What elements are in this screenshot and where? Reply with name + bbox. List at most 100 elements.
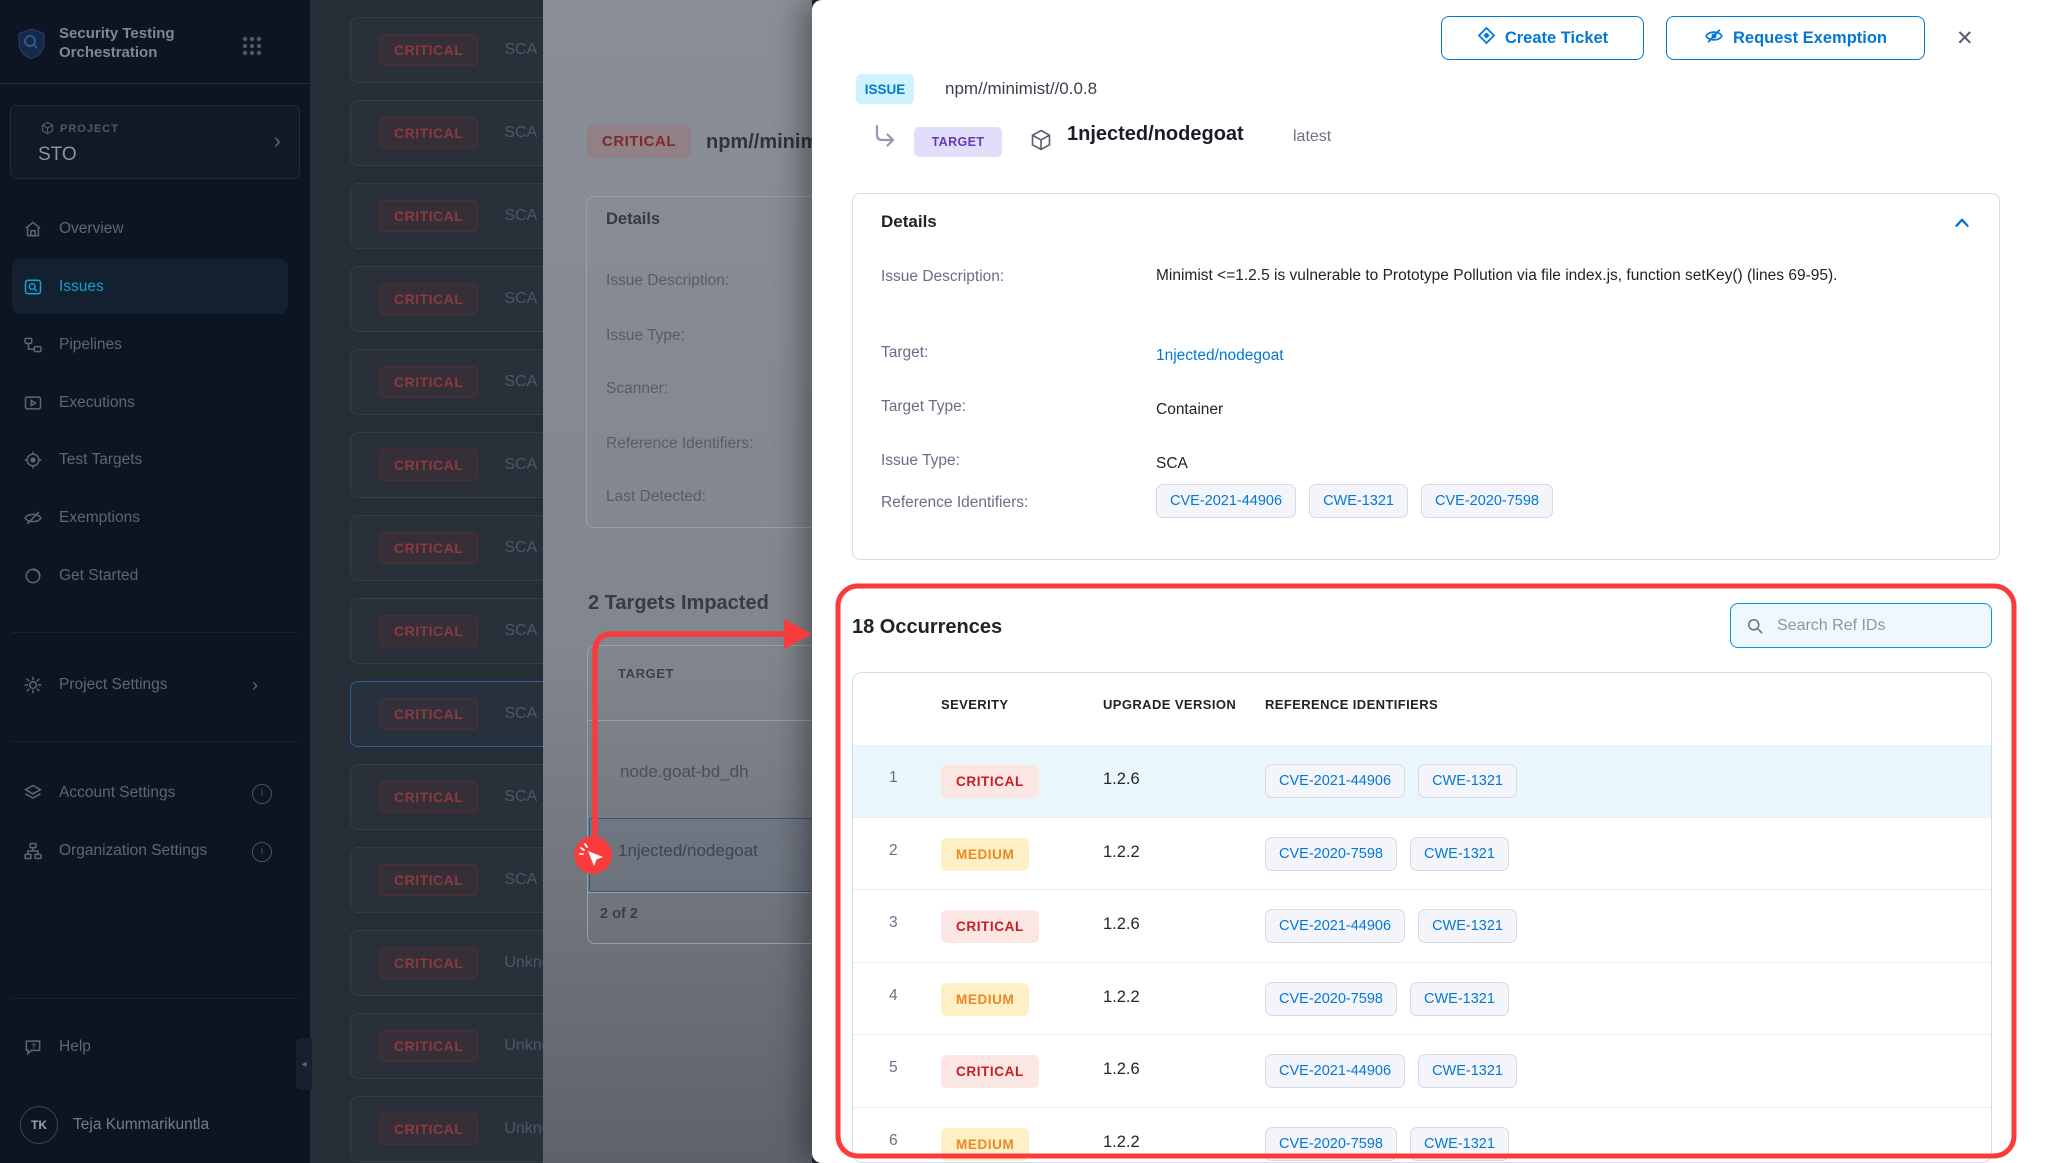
- sidebar-item-get-started[interactable]: Get Started: [0, 554, 310, 598]
- info-icon[interactable]: i: [252, 784, 272, 804]
- target-row[interactable]: node.goat-bd_dh: [620, 762, 749, 781]
- occurrence-index: 3: [889, 914, 898, 931]
- ref-id-chip[interactable]: CVE-2020-7598: [1265, 981, 1397, 1016]
- sidebar-item-overview[interactable]: Overview: [0, 207, 310, 251]
- issue-list-row[interactable]: CRITICAL SCA: [350, 847, 543, 913]
- user-profile[interactable]: TK Teja Kummarikuntla: [0, 1103, 310, 1147]
- sidebar-item-label: Get Started: [59, 567, 139, 584]
- issue-list-row[interactable]: CRITICAL SCA: [350, 349, 543, 415]
- issue-type-value: SCA: [1156, 455, 1188, 472]
- occurrence-row[interactable]: 6 MEDIUM 1.2.2 CVE-2020-7598 CWE-1321: [853, 1108, 1991, 1163]
- request-exemption-label: Request Exemption: [1732, 28, 1888, 47]
- targets-impacted-heading: 2 Targets Impacted: [588, 592, 769, 614]
- upgrade-version: 1.2.2: [1103, 1132, 1140, 1151]
- column-header: REFERENCE IDENTIFIERS: [1265, 697, 1439, 712]
- issue-list-row[interactable]: CRITICAL SCA: [350, 681, 543, 747]
- search-box[interactable]: [1730, 603, 1992, 648]
- issue-list-row[interactable]: CRITICAL SCA: [350, 764, 543, 830]
- executions-icon: [22, 392, 44, 414]
- sidebar-item-pipelines[interactable]: Pipelines: [0, 323, 310, 367]
- occurrence-row[interactable]: 1 CRITICAL 1.2.6 CVE-2021-44906 CWE-1321: [853, 745, 1991, 818]
- ref-id-chip[interactable]: CVE-2021-44906: [1265, 909, 1406, 943]
- sidebar-item-exemptions[interactable]: Exemptions: [0, 496, 310, 540]
- sidebar-item-organization-settings[interactable]: Organization Settings i: [0, 829, 310, 873]
- sidebar-item-test-targets[interactable]: Test Targets: [0, 438, 310, 482]
- sidebar-item-label: Account Settings: [59, 784, 176, 801]
- ref-id-chip[interactable]: CVE-2021-44906: [1265, 764, 1406, 798]
- issue-type: Unknown: [504, 954, 543, 971]
- project-selector[interactable]: PROJECT STO ›: [10, 105, 300, 179]
- occurrence-row[interactable]: 2 MEDIUM 1.2.2 CVE-2020-7598 CWE-1321: [853, 818, 1991, 890]
- details-ref-chips: CVE-2021-44906 CWE-1321 CVE-2020-7598: [1156, 484, 1553, 518]
- severity-badge: CRITICAL: [587, 125, 691, 158]
- ref-id-chip[interactable]: CVE-2020-7598: [1265, 1126, 1397, 1161]
- app-logo-shield-icon: [18, 28, 45, 64]
- close-icon[interactable]: ✕: [1956, 27, 1974, 50]
- issue-list-row[interactable]: CRITICAL Unknown: [350, 930, 543, 996]
- occurrence-row[interactable]: 5 CRITICAL 1.2.6 CVE-2021-44906 CWE-1321: [853, 1035, 1991, 1108]
- sidebar-item-project-settings[interactable]: Project Settings ›: [0, 663, 310, 707]
- ticket-diamond-icon: [1477, 26, 1496, 50]
- sidebar-item-issues[interactable]: Issues: [0, 265, 310, 309]
- reference-identifiers: CVE-2021-44906 CWE-1321: [1265, 909, 1517, 943]
- column-header: UPGRADE VERSION: [1103, 697, 1237, 712]
- sidebar-item-executions[interactable]: Executions: [0, 381, 310, 425]
- severity-badge: MEDIUM: [941, 982, 1030, 1016]
- active-nav-highlight: [12, 259, 288, 314]
- issue-type: Unknown: [504, 1037, 543, 1054]
- pagination: 2 of 2: [600, 906, 638, 922]
- issue-list-row[interactable]: CRITICAL SCA: [350, 100, 543, 166]
- pipelines-icon: [22, 334, 44, 356]
- search-input[interactable]: [1775, 615, 1969, 636]
- request-exemption-button[interactable]: Request Exemption: [1666, 16, 1925, 60]
- occurrences-table: SEVERITY UPGRADE VERSION REFERENCE IDENT…: [852, 672, 1992, 1163]
- ref-id-chip[interactable]: CWE-1321: [1418, 1054, 1517, 1088]
- issue-list-row[interactable]: CRITICAL SCA: [350, 183, 543, 249]
- sidebar-collapse-button[interactable]: ◂: [296, 1038, 312, 1090]
- sidebar-item-account-settings[interactable]: Account Settings i: [0, 771, 310, 815]
- field-label: Reference Identifiers:: [606, 435, 754, 452]
- field-label: Scanner:: [606, 380, 669, 397]
- ref-id-chip[interactable]: CWE-1321: [1418, 909, 1517, 943]
- severity-badge: CRITICAL: [379, 698, 479, 730]
- issue-type: SCA: [504, 41, 538, 58]
- issue-list-row[interactable]: CRITICAL SCA: [350, 515, 543, 581]
- field-label: Target:: [881, 344, 929, 361]
- info-icon[interactable]: i: [252, 842, 272, 862]
- reference-identifiers: CVE-2021-44906 CWE-1321: [1265, 764, 1517, 798]
- issue-type: SCA: [504, 788, 538, 805]
- target-column-header: TARGET: [618, 666, 675, 681]
- target-row[interactable]: 1njected/nodegoat: [618, 841, 758, 860]
- issue-title: npm//minimist//0.0.8: [706, 131, 812, 153]
- issue-list-row[interactable]: CRITICAL Unknown: [350, 1096, 543, 1162]
- create-ticket-button[interactable]: Create Ticket: [1441, 16, 1644, 60]
- ref-id-chip[interactable]: CWE-1321: [1309, 484, 1408, 518]
- issue-list-row[interactable]: CRITICAL Unknown: [350, 1013, 543, 1079]
- chevron-up-icon[interactable]: [1951, 212, 1973, 239]
- occurrence-row[interactable]: 4 MEDIUM 1.2.2 CVE-2020-7598 CWE-1321: [853, 963, 1991, 1035]
- ref-id-chip[interactable]: CVE-2021-44906: [1156, 484, 1297, 518]
- ref-id-chip[interactable]: CVE-2020-7598: [1265, 836, 1397, 871]
- severity-badge: CRITICAL: [379, 449, 479, 481]
- occurrence-row[interactable]: 3 CRITICAL 1.2.6 CVE-2021-44906 CWE-1321: [853, 890, 1991, 963]
- divider: [12, 632, 298, 633]
- ref-id-chip[interactable]: CVE-2021-44906: [1265, 1054, 1406, 1088]
- sidebar-item-label: Test Targets: [59, 451, 143, 468]
- module-grid-icon[interactable]: [240, 34, 264, 63]
- issue-list-row[interactable]: CRITICAL SCA: [350, 598, 543, 664]
- sidebar-item-label: Exemptions: [59, 509, 140, 526]
- issue-list-row[interactable]: CRITICAL SCA: [350, 266, 543, 332]
- ref-id-chip[interactable]: CWE-1321: [1410, 1126, 1509, 1161]
- field-label: Issue Type:: [881, 452, 960, 469]
- severity-badge: CRITICAL: [941, 765, 1039, 798]
- occurrence-index: 5: [889, 1059, 898, 1076]
- ref-id-chip[interactable]: CVE-2020-7598: [1420, 484, 1553, 518]
- issue-list-row[interactable]: CRITICAL SCA: [350, 17, 543, 83]
- sidebar-item-help[interactable]: ? Help: [0, 1025, 310, 1069]
- target-link[interactable]: 1njected/nodegoat: [1156, 347, 1284, 364]
- org-chart-icon: [22, 840, 44, 862]
- ref-id-chip[interactable]: CWE-1321: [1410, 981, 1509, 1016]
- issue-list-row[interactable]: CRITICAL SCA: [350, 432, 543, 498]
- ref-id-chip[interactable]: CWE-1321: [1410, 836, 1509, 871]
- ref-id-chip[interactable]: CWE-1321: [1418, 764, 1517, 798]
